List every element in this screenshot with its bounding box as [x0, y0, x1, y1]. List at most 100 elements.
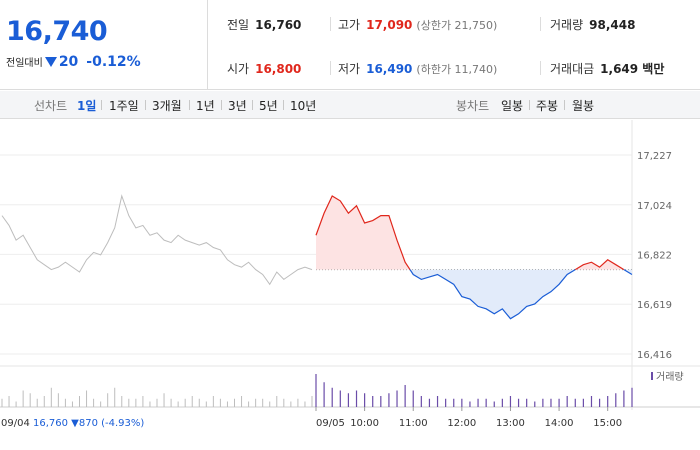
- prev-day-volume-bar: [107, 393, 109, 407]
- today-volume-bar: [582, 398, 584, 407]
- low-cell: 저가 16,490 (하한가 11,740): [338, 60, 497, 77]
- today-volume-bar: [461, 398, 463, 407]
- today-volume-bar: [347, 393, 350, 407]
- down-area-fill: [623, 269, 632, 275]
- prev-day-volume-bar: [191, 396, 193, 407]
- prev-day-volume-bar: [50, 387, 52, 407]
- prev-day-volume-bar: [57, 393, 59, 407]
- candle-tab-daily[interactable]: 일봉: [501, 99, 524, 113]
- prev-day-volume-bar: [100, 401, 102, 407]
- x-axis-label: 11:00: [399, 418, 428, 429]
- change-value: 20: [58, 54, 79, 70]
- divider: [540, 61, 541, 75]
- prev-close-cell: 전일 16,760: [227, 16, 301, 33]
- period-tab-5y[interactable]: 5년: [259, 99, 278, 113]
- divider: [330, 17, 331, 31]
- divider: [540, 17, 541, 31]
- today-volume-bar: [623, 390, 625, 407]
- prev-day-volume-bar: [297, 398, 299, 407]
- today-volume-bar: [590, 396, 593, 407]
- prev-day-volume-bar: [219, 398, 221, 407]
- period-tab-1w[interactable]: 1주일: [109, 99, 139, 113]
- prev-day-volume-bar: [142, 396, 144, 407]
- chart-toolbar: 선차트 1일 1주일 3개월 1년 3년 5년 10년 봉차트 일봉 주봉 월봉: [0, 91, 700, 119]
- today-volume-bar: [615, 393, 617, 407]
- prev-day-volume-bar: [156, 398, 158, 407]
- down-triangle-icon: [44, 57, 57, 67]
- prev-day-volume-bar: [64, 398, 66, 407]
- high-cell: 고가 17,090 (상한가 21,750): [338, 16, 497, 33]
- prev-day-volume-bar: [8, 396, 10, 407]
- up-price-line: [315, 195, 411, 270]
- prev-day-volume-bar: [114, 387, 116, 407]
- y-axis-label: 16,822: [637, 250, 672, 261]
- prev-day-volume-bar: [170, 398, 172, 407]
- today-volume-bar: [485, 398, 487, 407]
- prev-day-volume-bar: [269, 401, 271, 407]
- prev-close-value: 16,760: [255, 18, 302, 32]
- prev-day-volume-bar: [79, 396, 80, 407]
- change-rate: -0.12%: [86, 54, 141, 70]
- today-volume-bar: [315, 374, 317, 407]
- prev-day-volume-bar: [226, 401, 228, 407]
- intraday-price-chart: 17,227 17,024 16,822 16,619 16,416 거래량 09/04 1…: [0, 120, 700, 429]
- divider: [101, 100, 102, 110]
- divider: [189, 100, 190, 110]
- x-axis-label: 10:00: [350, 418, 379, 429]
- up-price-line: [574, 259, 625, 271]
- prev-day-volume-bar: [121, 396, 123, 407]
- prev-day-volume-bar: [93, 398, 95, 407]
- open-label: 시가: [227, 62, 250, 76]
- today-volume-bar: [574, 398, 576, 407]
- today-volume-bar: [436, 396, 439, 407]
- today-volume-bar: [631, 387, 633, 407]
- today-volume-bar: [388, 393, 390, 407]
- period-tab-3y[interactable]: 3년: [228, 99, 247, 113]
- today-volume-bar: [501, 398, 503, 407]
- candle-chart-label: 봉차트: [456, 99, 490, 113]
- today-volume-bar: [396, 390, 398, 407]
- open-cell: 시가 16,800: [227, 60, 301, 77]
- prev-day-volume-bar: [149, 401, 151, 407]
- prev-day-volume-bar: [36, 398, 38, 407]
- period-tab-10y[interactable]: 10년: [290, 99, 317, 113]
- prev-day-volume-bar: [43, 396, 45, 407]
- high-label: 고가: [338, 18, 361, 32]
- prev-day-volume-bar: [22, 390, 24, 407]
- today-volume-bar: [445, 398, 447, 407]
- today-volume-bar: [380, 396, 382, 407]
- y-axis-label: 17,024: [637, 201, 672, 212]
- amount-value: 1,649 백만: [600, 62, 665, 76]
- prev-day-volume-bar: [184, 398, 186, 407]
- down-price-line: [409, 269, 576, 320]
- down-price-line: [623, 269, 633, 276]
- amount-cell: 거래대금 1,649 백만: [550, 60, 664, 77]
- period-tab-1y[interactable]: 1년: [196, 99, 215, 113]
- divider: [221, 100, 222, 110]
- divider: [529, 100, 530, 110]
- prev-day-summary-label: 09/04 16,760 ▼870 (-4.93%): [1, 418, 144, 429]
- prev-day-volume-bar: [198, 398, 200, 407]
- prev-day-volume-bar: [71, 401, 73, 407]
- y-axis-label: 17,227: [637, 151, 672, 162]
- today-volume-bar: [509, 396, 512, 407]
- period-tab-1d[interactable]: 1일: [77, 99, 97, 113]
- candle-tab-weekly[interactable]: 주봉: [536, 99, 559, 113]
- volume-value: 98,448: [589, 18, 636, 32]
- today-volume-bar: [453, 398, 455, 407]
- prev-day-volume-bar: [276, 396, 278, 407]
- period-tab-3m[interactable]: 3개월: [152, 99, 182, 113]
- change-label: 전일대비: [6, 58, 43, 69]
- x-axis-label: 12:00: [447, 418, 476, 429]
- prev-day-volume-bar: [212, 396, 214, 407]
- x-axis-label: 13:00: [496, 418, 525, 429]
- today-volume-bar: [428, 398, 431, 407]
- today-volume-bar: [534, 401, 536, 407]
- prev-day-volume-bar: [241, 396, 243, 407]
- today-volume-bar: [420, 396, 422, 407]
- today-volume-bar: [355, 390, 358, 407]
- candle-tab-monthly[interactable]: 월봉: [572, 99, 595, 113]
- x-axis-label: 09/05: [316, 418, 345, 429]
- prev-day-volume-bar: [248, 401, 250, 407]
- prev-day-volume-bar: [1, 398, 3, 407]
